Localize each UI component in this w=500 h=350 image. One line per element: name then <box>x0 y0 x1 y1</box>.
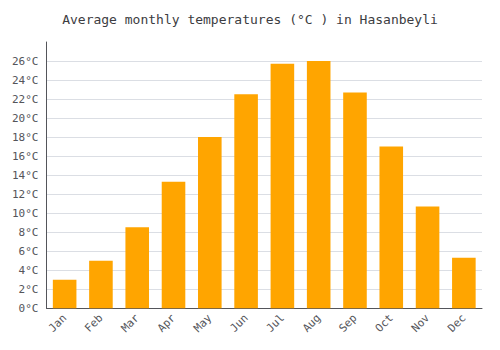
svg-text:24°C: 24°C <box>12 74 39 87</box>
svg-text:May: May <box>191 311 214 334</box>
svg-text:6°C: 6°C <box>19 245 39 258</box>
svg-text:Nov: Nov <box>409 311 432 334</box>
svg-text:Dec: Dec <box>445 312 468 335</box>
svg-text:Sep: Sep <box>336 312 359 335</box>
svg-text:Feb: Feb <box>82 312 105 335</box>
svg-text:0°C: 0°C <box>19 302 39 315</box>
svg-text:Jan: Jan <box>46 312 69 335</box>
svg-text:14°C: 14°C <box>12 169 39 182</box>
svg-text:10°C: 10°C <box>12 207 39 220</box>
svg-text:Apr: Apr <box>155 311 178 334</box>
svg-text:26°C: 26°C <box>12 55 39 68</box>
svg-text:Jul: Jul <box>264 312 287 335</box>
svg-text:18°C: 18°C <box>12 131 39 144</box>
svg-text:Mar: Mar <box>119 311 142 334</box>
svg-text:22°C: 22°C <box>12 93 39 106</box>
svg-text:16°C: 16°C <box>12 150 39 163</box>
svg-text:Average monthly temperatures (: Average monthly temperatures (°C ) in Ha… <box>62 12 438 27</box>
svg-text:Jun: Jun <box>227 312 250 335</box>
svg-text:20°C: 20°C <box>12 112 39 125</box>
svg-text:Aug: Aug <box>300 312 323 335</box>
svg-text:4°C: 4°C <box>19 264 39 277</box>
svg-text:8°C: 8°C <box>19 226 39 239</box>
svg-text:2°C: 2°C <box>19 283 39 296</box>
svg-text:12°C: 12°C <box>12 188 39 201</box>
svg-text:Oct: Oct <box>373 312 396 335</box>
